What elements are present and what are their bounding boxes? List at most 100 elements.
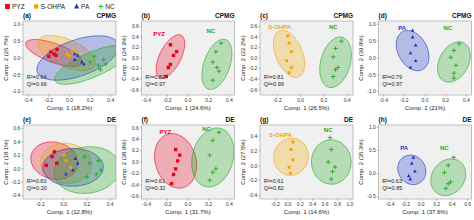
panel: -0.20.00.20.40.60.81.0-0.4-0.20.00.20.4C… xyxy=(240,116,354,215)
y-tick-label: 0.2 xyxy=(250,148,257,154)
group-label: NC xyxy=(443,25,452,31)
y-tick xyxy=(377,41,379,42)
x-tick-label: -0.4 xyxy=(386,201,395,207)
point xyxy=(215,65,219,69)
point xyxy=(174,148,177,151)
point xyxy=(446,163,450,167)
point xyxy=(452,71,456,75)
panel-type: DE xyxy=(462,116,472,123)
y-tick xyxy=(258,150,260,151)
group-label: S-OHPA xyxy=(268,24,292,30)
point xyxy=(214,167,218,171)
y-tick xyxy=(377,196,379,197)
model-stat: R²=0.61 xyxy=(145,178,165,184)
point xyxy=(211,60,215,64)
confidence-ellipse xyxy=(431,159,466,196)
x-tick-label: 0.0 xyxy=(284,201,291,207)
x-tick-label: -0.2 xyxy=(400,97,409,103)
x-axis-label: Comp. 1 (24.6%) xyxy=(165,105,210,111)
x-tick-label: 0.0 xyxy=(297,97,304,103)
point xyxy=(103,62,107,66)
point xyxy=(169,63,172,66)
x-tick-label: 0.2 xyxy=(442,97,449,103)
point xyxy=(287,165,290,168)
plot-frame xyxy=(142,125,235,199)
group-label: NC xyxy=(202,126,211,132)
point xyxy=(328,135,332,139)
confidence-ellipse xyxy=(192,128,234,187)
legend-marker xyxy=(34,4,39,9)
y-tick xyxy=(377,24,379,25)
y-tick-label: 1.0 xyxy=(369,21,376,27)
y-tick xyxy=(377,74,379,75)
y-tick-label: -0.6 xyxy=(249,87,258,93)
y-tick xyxy=(21,24,23,25)
plot-frame xyxy=(260,21,353,95)
point xyxy=(208,153,212,157)
point xyxy=(291,158,294,161)
point xyxy=(289,171,292,174)
panel-label: (d) xyxy=(379,12,387,20)
y-tick-label: 0.0 xyxy=(369,170,376,176)
y-tick xyxy=(258,195,260,196)
y-tick-label: 0.6 xyxy=(13,125,20,131)
point xyxy=(442,170,446,174)
point xyxy=(333,165,337,169)
point xyxy=(333,67,337,71)
y-tick-label: -0.5 xyxy=(12,72,21,78)
point xyxy=(411,28,415,31)
x-tick-label: 0.0 xyxy=(60,201,67,207)
panel-label: (h) xyxy=(379,116,387,124)
point xyxy=(73,58,77,61)
point xyxy=(457,42,461,46)
panel: -0.4-0.20.00.20.4-0.6-0.4-0.20.00.20.40.… xyxy=(121,116,235,215)
panel: -0.20.00.20.4-0.4-0.20.00.20.40.6Comp. 1… xyxy=(3,116,120,215)
y-tick xyxy=(21,141,23,142)
model-stat: R²=0.81 xyxy=(264,74,284,80)
point xyxy=(287,71,290,74)
y-tick-label: -0.2 xyxy=(130,65,139,71)
point xyxy=(172,54,175,57)
model-stat: Q²=0.32 xyxy=(145,185,165,191)
point xyxy=(53,150,56,153)
panel-type: CPMG xyxy=(215,12,235,19)
point xyxy=(175,50,178,53)
point xyxy=(410,161,414,164)
y-tick xyxy=(140,26,142,27)
y-tick-label: 0.2 xyxy=(13,152,20,158)
x-tick-label: 0.2 xyxy=(83,201,90,207)
panel: -0.4-0.20.00.20.4-1.0-0.50.00.51.0Comp. … xyxy=(3,12,130,111)
y-tick-label: 0.2 xyxy=(250,44,257,50)
y-tick-label: 0.0 xyxy=(13,166,20,172)
y-tick-label: 0.4 xyxy=(250,133,257,139)
y-tick xyxy=(258,26,260,27)
y-tick xyxy=(377,127,379,128)
y-tick-label: -0.4 xyxy=(249,76,258,82)
point xyxy=(217,69,221,73)
confidence-ellipse xyxy=(274,138,309,175)
point xyxy=(55,48,58,51)
confidence-ellipse xyxy=(438,42,471,82)
y-tick xyxy=(140,127,142,128)
y-tick xyxy=(377,58,379,59)
y-tick xyxy=(140,89,142,90)
x-tick-label: 0.4 xyxy=(226,201,233,207)
point xyxy=(165,75,168,78)
point xyxy=(291,140,294,143)
panel-label: (a) xyxy=(23,12,31,20)
legend-label: NC xyxy=(105,3,115,10)
x-tick-label: 0.6 xyxy=(322,201,329,207)
y-tick-label: 0.6 xyxy=(132,23,139,29)
point xyxy=(98,68,102,72)
point xyxy=(444,186,448,190)
point xyxy=(74,157,78,160)
panel: -0.4-0.20.00.20.40.6-0.50.00.51.0Comp. 1… xyxy=(358,116,472,215)
point xyxy=(88,60,92,64)
panel-type: DE xyxy=(107,116,117,123)
point xyxy=(414,43,418,46)
point xyxy=(55,162,58,165)
y-tick xyxy=(140,79,142,80)
plot-marks xyxy=(274,135,351,184)
y-tick-label: 0.6 xyxy=(132,125,139,131)
y-axis-label: Comp. 2 (39.9%) xyxy=(358,35,364,80)
